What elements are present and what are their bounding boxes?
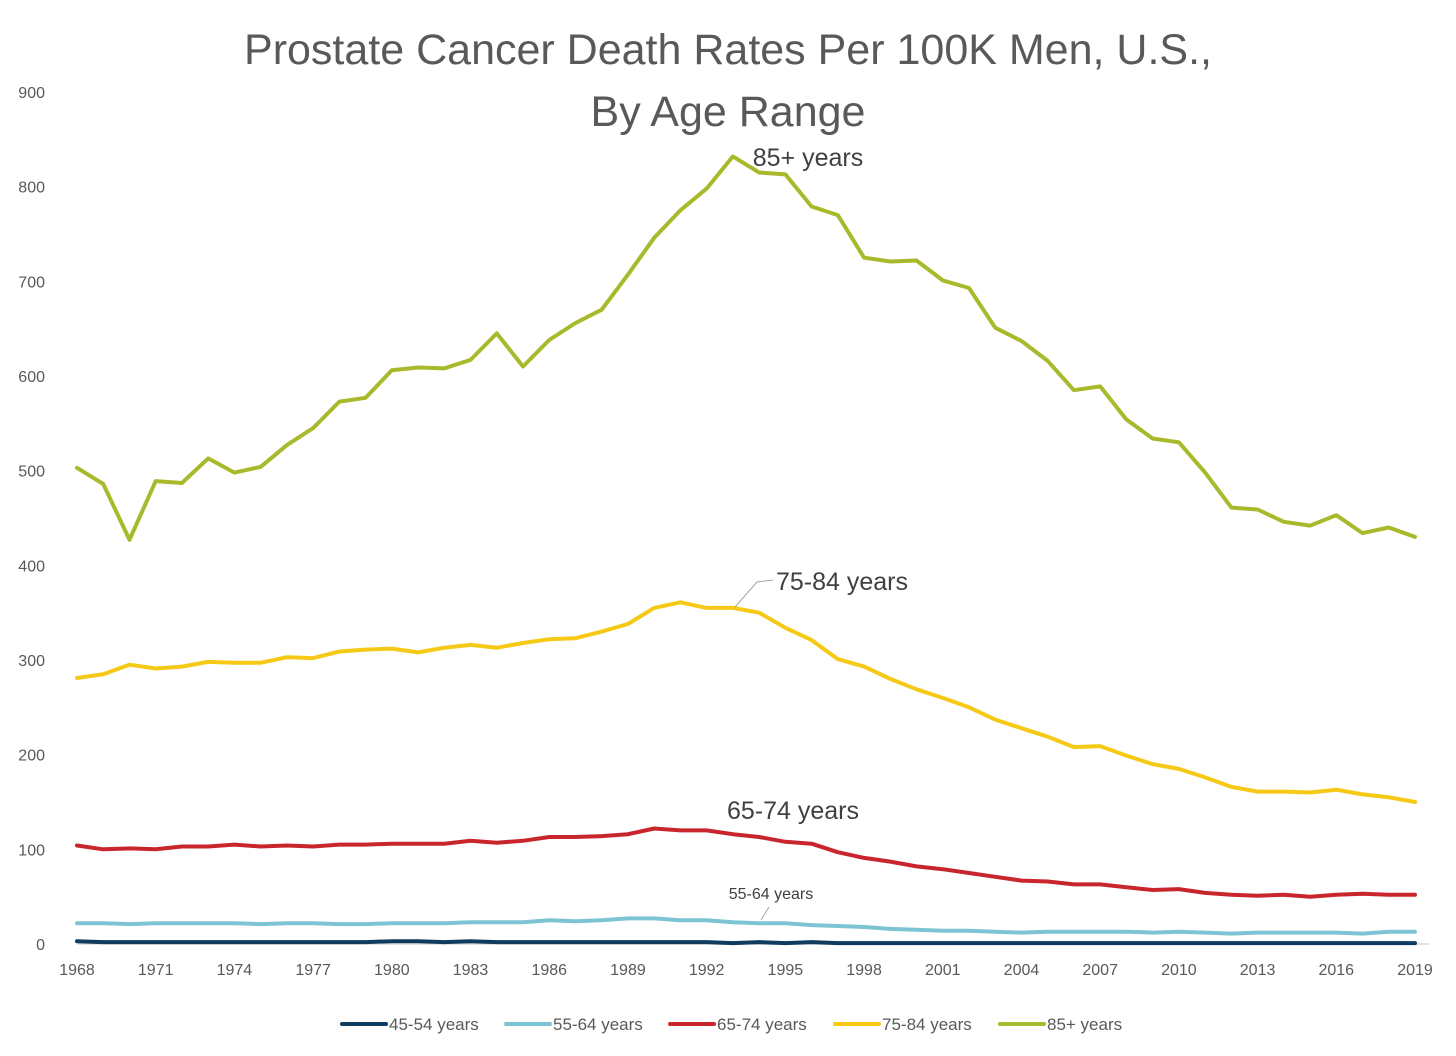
annotation-label: 85+ years xyxy=(753,144,864,172)
x-tick-label: 1995 xyxy=(768,962,804,979)
y-tick-label: 200 xyxy=(18,748,45,765)
x-tick-label: 1971 xyxy=(138,962,174,979)
legend-label: 45-54 years xyxy=(389,1015,479,1034)
y-tick-label: 500 xyxy=(18,464,45,481)
x-tick-label: 1983 xyxy=(453,962,489,979)
y-tick-label: 0 xyxy=(36,937,45,954)
x-tick-label: 1977 xyxy=(295,962,331,979)
chart-title-line-2: By Age Range xyxy=(591,88,866,136)
y-tick-label: 900 xyxy=(18,85,45,102)
annotation-label: 75-84 years xyxy=(776,568,908,596)
legend-label: 55-64 years xyxy=(553,1015,643,1034)
x-tick-label: 2007 xyxy=(1082,962,1118,979)
series-lines xyxy=(75,154,1417,946)
y-tick-label: 100 xyxy=(18,842,45,859)
x-tick-label: 1998 xyxy=(846,962,882,979)
y-axis: 0 100 200 300 400 500 600 700 800 900 xyxy=(18,85,45,954)
x-tick-label: 1968 xyxy=(59,962,95,979)
x-tick-label: 1974 xyxy=(217,962,253,979)
x-tick-label: 1992 xyxy=(689,962,725,979)
annotation-leader-line xyxy=(734,579,774,608)
legend-label: 65-74 years xyxy=(717,1015,807,1034)
series-line-45-54-years xyxy=(75,939,1417,946)
x-axis: 1968 1971 1974 1977 1980 1983 1986 1989 1992 1995… xyxy=(59,943,1433,979)
series-line-85-years xyxy=(75,154,1417,542)
legend-label: 75-84 years xyxy=(882,1015,972,1034)
annotation-leader-line xyxy=(760,906,770,921)
x-tick-label: 2004 xyxy=(1004,962,1040,979)
legend-label: 85+ years xyxy=(1047,1015,1122,1034)
series-line-55-64-years xyxy=(75,916,1417,936)
x-tick-label: 1986 xyxy=(531,962,567,979)
annotation-label: 55-64 years xyxy=(729,886,814,903)
y-tick-label: 700 xyxy=(18,274,45,291)
series-line-75-84-years xyxy=(75,600,1417,804)
legend: 45-54 years 55-64 years 65-74 years 75-84 y… xyxy=(340,1015,1122,1034)
x-tick-label: 2013 xyxy=(1240,962,1276,979)
x-tick-label: 2016 xyxy=(1318,962,1354,979)
y-tick-label: 300 xyxy=(18,653,45,670)
annotation-label: 65-74 years xyxy=(727,797,859,825)
x-tick-label: 2010 xyxy=(1161,962,1197,979)
y-tick-label: 600 xyxy=(18,369,45,386)
series-annotations: 85+ years 75-84 years 65-74 years 55-64 yea… xyxy=(727,144,908,921)
x-tick-label: 2019 xyxy=(1397,962,1433,979)
chart-title-line-1: Prostate Cancer Death Rates Per 100K Men… xyxy=(244,26,1212,74)
series-line-65-74-years xyxy=(75,826,1417,899)
x-tick-label: 1989 xyxy=(610,962,646,979)
y-tick-label: 400 xyxy=(18,558,45,575)
y-tick-label: 800 xyxy=(18,180,45,197)
x-tick-label: 1980 xyxy=(374,962,410,979)
x-tick-label: 2001 xyxy=(925,962,961,979)
